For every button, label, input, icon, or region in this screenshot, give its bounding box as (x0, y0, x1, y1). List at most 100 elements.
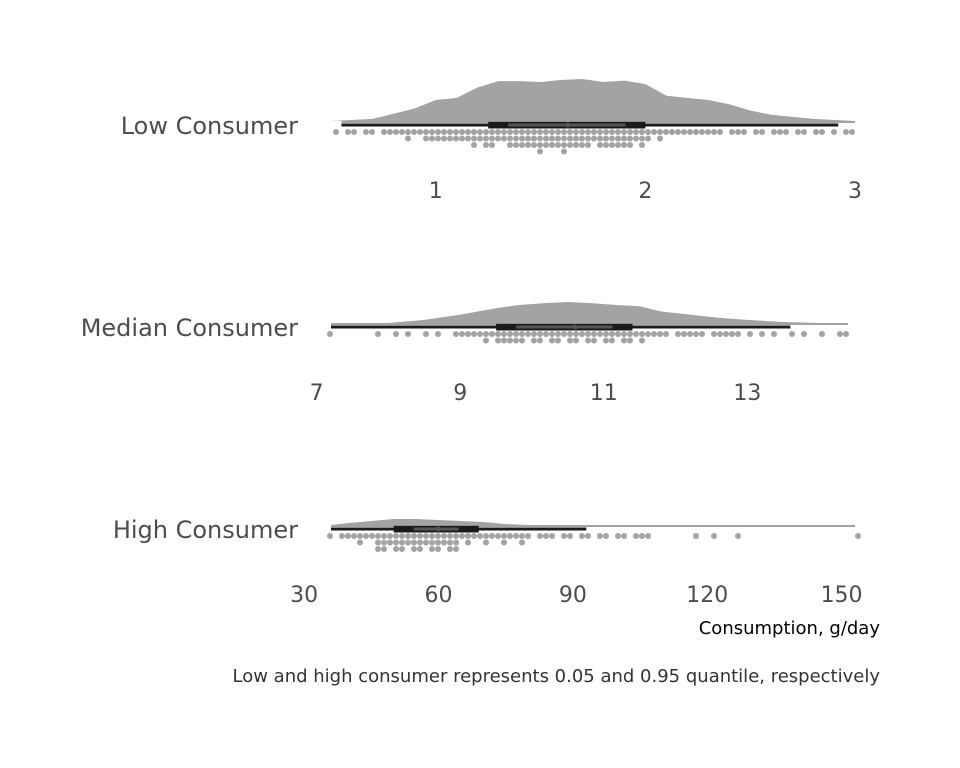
x-tick-label: 7 (310, 381, 324, 406)
rain-point (561, 331, 567, 337)
rain-point (351, 533, 357, 539)
rain-point (759, 129, 765, 135)
rain-point (375, 539, 381, 546)
rain-point (555, 331, 561, 337)
rain-point (555, 142, 561, 148)
rain-point (609, 129, 615, 135)
rain-point (537, 148, 543, 155)
rain-point (573, 331, 579, 337)
rain-point (567, 142, 573, 148)
rain-point (585, 142, 591, 148)
rain-point (735, 533, 741, 539)
rain-point (669, 129, 675, 135)
rain-point (819, 331, 825, 337)
rain-point (585, 129, 591, 135)
rain-point (465, 533, 471, 539)
rain-point (627, 135, 633, 142)
rain-point (627, 337, 633, 344)
rain-point (585, 331, 591, 337)
rain-point (411, 539, 417, 546)
rain-point (753, 129, 759, 135)
rain-point (417, 533, 423, 539)
rain-point (657, 135, 663, 142)
rain-point (567, 331, 573, 337)
rain-point (735, 129, 741, 135)
rain-point (471, 135, 477, 142)
median-point (565, 122, 571, 128)
rain-point (537, 533, 543, 539)
rain-point (549, 135, 555, 142)
rain-point (687, 129, 693, 135)
rain-point (855, 533, 861, 539)
rain-point (537, 129, 543, 135)
panel-1: Median Consumer 7 9 11 13 (81, 302, 849, 406)
rain-point (453, 331, 459, 337)
rain-point (531, 135, 537, 142)
rain-point (657, 129, 663, 135)
rain-point (429, 539, 435, 546)
rain-point (423, 129, 429, 135)
rain-point (585, 135, 591, 142)
rain-point (495, 331, 501, 337)
rain-point (591, 337, 597, 344)
rain-point (417, 539, 423, 546)
rain-point (747, 331, 753, 337)
rain-point (795, 129, 801, 135)
x-tick-label: 1 (429, 179, 443, 204)
rain-point (801, 129, 807, 135)
x-tick-label: 150 (821, 583, 863, 608)
median-point (435, 526, 441, 532)
rain-point (489, 533, 495, 539)
rain-point (483, 533, 489, 539)
rain-point (597, 331, 603, 337)
rain-point (567, 135, 573, 142)
rain-point (591, 135, 597, 142)
rain-point (435, 539, 441, 546)
rain-point (459, 129, 465, 135)
rain-point (381, 539, 387, 546)
rain-point (603, 337, 609, 344)
x-tick-label: 13 (733, 381, 761, 406)
rain-point (423, 533, 429, 539)
median-point (572, 324, 578, 330)
rain-point (531, 142, 537, 148)
rain-point (435, 331, 441, 337)
rain-point (849, 129, 855, 135)
rain-point (639, 129, 645, 135)
rain-point (375, 533, 381, 539)
rain-point (537, 337, 543, 344)
rain-point (537, 331, 543, 337)
rain-point (447, 539, 453, 546)
x-tick-label: 9 (453, 381, 467, 406)
rain-point (543, 331, 549, 337)
rain-point (519, 539, 525, 546)
rain-point (435, 546, 441, 552)
rain-point (441, 533, 447, 539)
rain-point (495, 533, 501, 539)
rain-point (399, 539, 405, 546)
rain-point (615, 129, 621, 135)
rain-point (561, 533, 567, 539)
rain-point (639, 337, 645, 344)
rain-point (489, 142, 495, 148)
rain-point (717, 129, 723, 135)
rain-point (501, 539, 507, 546)
rain-point (801, 331, 807, 337)
rain-point (483, 539, 489, 546)
density-cloud (331, 519, 529, 525)
rain-point (483, 337, 489, 344)
rain-point (531, 129, 537, 135)
rain-point (477, 331, 483, 337)
rain-point (603, 331, 609, 337)
rain-point (627, 142, 633, 148)
rain-point (363, 533, 369, 539)
rain-point (609, 142, 615, 148)
rain-point (693, 129, 699, 135)
rain-point (393, 331, 399, 337)
rain-point (639, 533, 645, 539)
rain-point (477, 129, 483, 135)
rain-point (381, 533, 387, 539)
rain-point (549, 142, 555, 148)
rain-point (513, 129, 519, 135)
